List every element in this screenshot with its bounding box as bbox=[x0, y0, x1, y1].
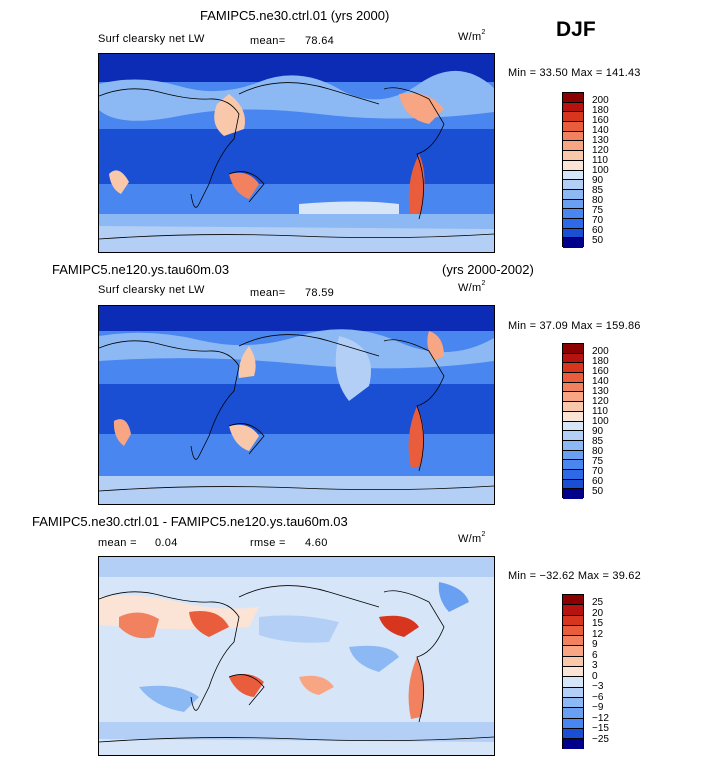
cb-tick: 6 bbox=[592, 649, 598, 661]
cb-tick: 15 bbox=[592, 618, 604, 629]
panel1-variable: Surf clearsky net LW bbox=[98, 33, 205, 45]
cb-tick: 200 bbox=[592, 346, 609, 357]
cb-tick: −15 bbox=[592, 723, 609, 734]
cb-tick: 120 bbox=[592, 396, 609, 407]
cb-tick: 60 bbox=[592, 225, 604, 236]
cb-tick: 20 bbox=[592, 607, 604, 619]
panel2-title-left: FAMIPC5.ne120.ys.tau60m.03 bbox=[52, 262, 230, 277]
cb-tick: 180 bbox=[592, 356, 609, 367]
cb-tick: 50 bbox=[592, 235, 604, 246]
panel1-title: FAMIPC5.ne30.ctrl.01 (yrs 2000) bbox=[200, 8, 390, 23]
cb-tick: 3 bbox=[592, 660, 598, 671]
cb-tick: 70 bbox=[592, 466, 604, 477]
panel3-map bbox=[98, 556, 495, 756]
panel2-title-right: (yrs 2000-2002) bbox=[442, 262, 534, 277]
cb-tick: 100 bbox=[592, 416, 609, 427]
panel2-colorbar bbox=[562, 343, 584, 499]
panel3-units: W/m2 bbox=[458, 531, 486, 545]
panel3-minmax: Min = −32.62 Max = 39.62 bbox=[508, 570, 641, 582]
cb-tick: 9 bbox=[592, 639, 598, 650]
cb-tick: 90 bbox=[592, 426, 604, 437]
panel1-mean-value: 78.64 bbox=[305, 35, 335, 47]
cb-tick: 60 bbox=[592, 476, 604, 487]
panel3-mean-label: mean = bbox=[98, 537, 137, 549]
panel1-map-field bbox=[99, 54, 494, 252]
panel2-mean-value: 78.59 bbox=[305, 287, 335, 299]
cb-tick: 130 bbox=[592, 135, 609, 146]
cb-tick: 80 bbox=[592, 195, 604, 206]
cb-tick: 120 bbox=[592, 145, 609, 156]
panel2-map-field bbox=[99, 306, 494, 504]
panel1-map bbox=[98, 53, 495, 253]
cb-tick: 130 bbox=[592, 386, 609, 397]
panel2-minmax: Min = 37.09 Max = 159.86 bbox=[508, 320, 641, 332]
panel1-units: W/m2 bbox=[458, 29, 486, 43]
cb-tick: 50 bbox=[592, 486, 604, 497]
season-label: DJF bbox=[556, 18, 596, 41]
cb-tick: −3 bbox=[592, 681, 604, 692]
panel1-mean-label: mean= bbox=[250, 35, 286, 47]
cb-tick: 85 bbox=[592, 436, 604, 447]
panel2-mean-label: mean= bbox=[250, 287, 286, 299]
cb-tick: 160 bbox=[592, 115, 609, 126]
panel3-title: FAMIPC5.ne30.ctrl.01 - FAMIPC5.ne120.ys.… bbox=[32, 514, 348, 529]
panel3-colorbar bbox=[562, 594, 584, 750]
cb-tick: 75 bbox=[592, 205, 604, 216]
cb-tick: 0 bbox=[592, 670, 598, 682]
cb-tick: 200 bbox=[592, 95, 609, 106]
cb-tick: 25 bbox=[592, 597, 604, 608]
cb-tick: 180 bbox=[592, 105, 609, 116]
panel3-map-field bbox=[99, 557, 494, 755]
cb-tick: 110 bbox=[592, 406, 608, 417]
cb-tick: 140 bbox=[592, 376, 609, 387]
panel2-map bbox=[98, 305, 495, 505]
panel2-units: W/m2 bbox=[458, 280, 486, 294]
panel3-rmse-label: rmse = bbox=[250, 537, 286, 549]
cb-tick: −25 bbox=[592, 733, 609, 745]
cb-tick: 85 bbox=[592, 185, 604, 196]
cb-tick: 90 bbox=[592, 175, 604, 186]
cb-tick: 70 bbox=[592, 215, 604, 226]
cb-tick: 80 bbox=[592, 446, 604, 457]
panel1-minmax: Min = 33.50 Max = 141.43 bbox=[508, 67, 641, 79]
cb-tick: 100 bbox=[592, 165, 609, 176]
cb-tick: 160 bbox=[592, 366, 609, 377]
cb-tick: −12 bbox=[592, 712, 609, 724]
cb-tick: 12 bbox=[592, 628, 604, 640]
cb-tick: −6 bbox=[592, 691, 604, 703]
cb-tick: 110 bbox=[592, 155, 608, 166]
cb-tick: 140 bbox=[592, 125, 609, 136]
panel3-rmse-value: 4.60 bbox=[305, 537, 328, 549]
cb-tick: 75 bbox=[592, 456, 604, 467]
panel3-mean-value: 0.04 bbox=[155, 537, 178, 549]
cb-tick: −9 bbox=[592, 702, 604, 713]
panel2-variable: Surf clearsky net LW bbox=[98, 284, 205, 296]
panel1-colorbar bbox=[562, 92, 584, 248]
